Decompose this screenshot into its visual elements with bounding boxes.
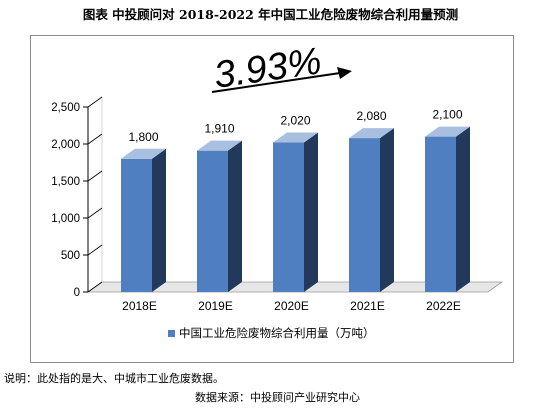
legend-label: 中国工业危险废物综合利用量（万吨）	[179, 326, 375, 340]
x-tick-label: 2021E	[350, 299, 385, 313]
data-label: 1,800	[128, 130, 158, 144]
y-tick-label: 2,000	[51, 139, 80, 151]
bar	[273, 142, 304, 292]
bar-side	[304, 132, 318, 292]
data-label: 1,910	[204, 122, 234, 136]
y-tick-label: 2,500	[51, 102, 80, 114]
growth-arrow-icon	[211, 72, 341, 93]
data-label: 2,080	[356, 109, 386, 123]
growth-arrow-head	[337, 67, 352, 79]
chart-title: 图表 中投顾问对 2018-2022 年中国工业危险废物综合利用量预测	[82, 7, 459, 22]
x-tick-label: 2019E	[198, 299, 233, 313]
bar	[197, 150, 228, 292]
y-tick-depth	[87, 207, 103, 219]
y-tick-label: 1,500	[51, 176, 80, 188]
data-label: 2,100	[432, 108, 462, 122]
bar-top	[197, 140, 242, 151]
growth-rate-label: 3.93%	[211, 40, 324, 97]
bar-side	[152, 148, 166, 292]
legend-swatch	[168, 330, 175, 337]
data-label: 2,020	[280, 114, 310, 128]
legend: 中国工业危险废物综合利用量（万吨）	[168, 326, 375, 340]
y-tick-label: 500	[61, 250, 80, 262]
bar-top	[121, 148, 166, 159]
y-tick-depth	[87, 96, 103, 108]
bar	[349, 138, 380, 292]
y-tick-label: 1,000	[51, 213, 80, 225]
x-tick-label: 2020E	[274, 299, 309, 313]
bar-top	[425, 126, 470, 137]
labels: 1,800 2018E 1,910 2019E 2,020 2020E 2,080 2021E…	[122, 108, 463, 313]
x-tick-label: 2018E	[122, 299, 157, 313]
y-tick-depth	[87, 133, 103, 145]
bar-side	[380, 128, 394, 292]
bar-top	[349, 128, 394, 139]
bar	[425, 136, 456, 292]
bar	[121, 158, 152, 292]
bar-side	[228, 140, 242, 292]
bar-top	[273, 132, 318, 143]
footnote: 说明：此处指的是大、中城市工业危废数据。	[4, 372, 224, 385]
x-tick-label: 2022E	[426, 299, 461, 313]
y-tick-depth	[87, 170, 103, 182]
growth-annotation: 3.93%	[211, 40, 352, 97]
y-tick-label: 0	[74, 287, 80, 299]
bar-side	[456, 126, 470, 292]
data-source: 数据来源：中投顾问产业研究中心	[195, 391, 360, 404]
y-tick-depth	[87, 281, 103, 293]
bars	[121, 126, 470, 292]
y-tick-depth	[87, 244, 103, 256]
